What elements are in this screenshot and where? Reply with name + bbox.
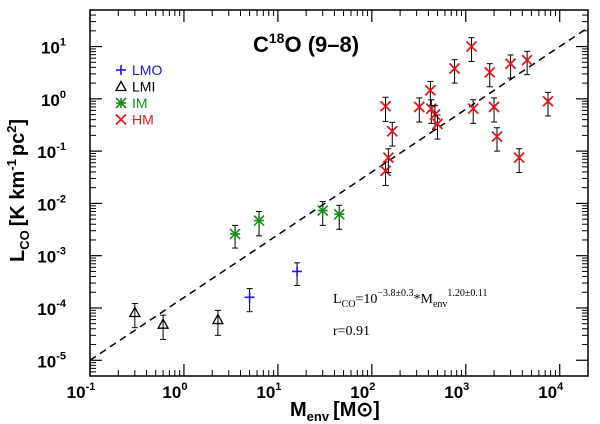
- legend-marker-tri: [114, 80, 128, 92]
- legend-entry-lmo: LMO: [116, 62, 162, 78]
- y-tick-label: 10-3: [37, 246, 66, 267]
- marker-d2: [521, 54, 533, 66]
- x-tick-label: 102: [350, 381, 375, 402]
- marker-d2: [448, 62, 461, 75]
- data-point-lmo: [292, 262, 303, 286]
- data-point-hm: [424, 80, 437, 106]
- x-tick-label: 10-1: [67, 381, 96, 402]
- marker-tri: [156, 317, 170, 329]
- data-point-im: [317, 201, 329, 226]
- marker-d2: [413, 101, 425, 113]
- marker-d2: [484, 66, 496, 79]
- data-point-hm: [488, 97, 500, 123]
- data-point-lmi: [156, 314, 170, 340]
- marker-d2: [467, 102, 479, 115]
- y-tick-label: 10-5: [37, 350, 66, 371]
- marker-d2: [379, 100, 392, 112]
- fit-equation: LCO=10−3.8±0.3*Menv1.20±0.11: [333, 288, 488, 310]
- marker-d2: [465, 40, 478, 53]
- marker-d2: [513, 152, 525, 164]
- marker-d2: [379, 165, 392, 177]
- legend-label: LMO: [132, 62, 162, 78]
- data-point-hm: [465, 37, 478, 62]
- y-tick-labels: 10-5 10-4 10-3 10-2 10-1 100 101: [37, 37, 67, 372]
- marker-d2: [504, 58, 517, 70]
- y-tick-label: 101: [41, 37, 66, 58]
- marker-tri: [128, 306, 141, 318]
- data-point-hm: [491, 127, 503, 152]
- data-point-lmo: [244, 288, 255, 313]
- data-point-lmi: [128, 302, 141, 329]
- data-point-hm: [379, 161, 392, 186]
- marker-d2: [491, 130, 503, 143]
- data-point-hm: [413, 97, 425, 123]
- data-point-hm: [513, 148, 525, 173]
- marker-d2: [431, 118, 444, 130]
- legend-entry-im: IM: [115, 95, 148, 111]
- data-point-hm: [467, 99, 479, 124]
- data-point-hm: [431, 114, 444, 140]
- x-tick-label: 104: [538, 381, 564, 402]
- data-point-lmi: [211, 309, 225, 336]
- x-tick-label: 100: [162, 381, 187, 402]
- data-point-hm: [382, 148, 395, 173]
- marker-d2: [488, 101, 500, 113]
- legend-label: LMI: [132, 79, 155, 95]
- y-tick-label: 10-4: [37, 298, 67, 319]
- marker-d2: [424, 84, 437, 97]
- x-tick-label: 103: [444, 381, 469, 402]
- y-tick-label: 10-1: [37, 141, 66, 162]
- x-tick-label: 101: [256, 381, 281, 402]
- legend-marker-d2: [115, 113, 127, 126]
- y-axis-title: LCO[K km-1pc2]: [4, 119, 32, 262]
- data-point-hm: [484, 63, 496, 88]
- data-point-hm: [386, 121, 398, 147]
- legend-entry-lmi: LMI: [114, 79, 155, 95]
- y-tick-label: 100: [41, 89, 66, 110]
- marker-d2: [542, 95, 554, 107]
- y-tick-label: 10-2: [37, 193, 66, 214]
- correlation-label: r=0.91: [333, 324, 370, 339]
- data-point-hm: [504, 54, 517, 79]
- legend-label: HM: [132, 112, 154, 128]
- x-tick-labels: 10-1 100 101 102 103 104: [67, 381, 564, 402]
- data-point-im: [229, 224, 241, 249]
- data-point-hm: [448, 59, 461, 84]
- marker-d2: [382, 152, 395, 164]
- marker-tri: [211, 313, 225, 325]
- marker-d2: [386, 125, 398, 137]
- fit-line: [89, 27, 589, 361]
- legend-entry-hm: HM: [115, 112, 154, 128]
- data-point-hm: [521, 50, 533, 76]
- plot-frame: [89, 9, 589, 377]
- chart-title: C18O (9–8): [253, 30, 359, 57]
- legend-label: IM: [132, 95, 148, 111]
- x-axis-title: Menv [M⊙]: [290, 399, 380, 424]
- data-points: [128, 37, 554, 340]
- data-point-im: [333, 204, 345, 230]
- data-point-im: [253, 211, 265, 237]
- axis-ticks: [89, 9, 589, 376]
- data-point-hm: [379, 96, 392, 122]
- data-point-hm: [542, 91, 554, 117]
